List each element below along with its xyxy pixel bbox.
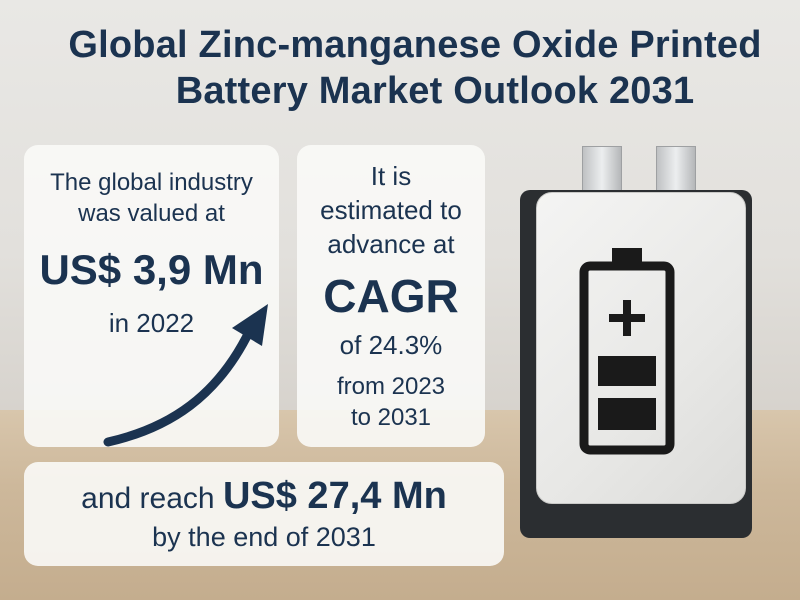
market-value-intro-line-1: The global industry [50,169,253,196]
market-value-intro: The global industry was valued at [24,167,279,229]
forecast-suffix: by the end of 2031 [152,522,376,552]
page-title: Global Zinc-manganese Oxide Printed Batt… [0,22,800,114]
cagr-intro: It is estimated to advance at [297,159,485,261]
growth-arrow-icon [103,304,268,447]
cagr-rate: of 24.3% [339,330,443,360]
battery-level-icon [579,248,675,455]
cagr-intro-line-3: advance at [327,229,455,259]
cagr-period-start: from 2023 [336,373,446,400]
forecast-prefix: and reach [81,482,215,515]
title-line-2: Battery Market Outlook 2031 [175,70,695,112]
market-value-2022: US$ 3,9 Mn [39,246,264,293]
market-value-card: The global industry was valued at US$ 3,… [24,145,279,447]
market-value-year: in 2022 [108,308,195,338]
cagr-card: It is estimated to advance at CAGR of 24… [297,145,485,447]
battery-illustration [510,140,760,540]
forecast-value: US$ 27,4 Mn [222,475,447,517]
market-value-intro-line-2: was valued at [78,200,225,227]
forecast-card: and reach US$ 27,4 Mn by the end of 2031 [24,462,504,566]
cagr-intro-line-2: estimated to [320,195,462,225]
cagr-period: from 2023 to 2031 [297,371,485,433]
title-line-1: Global Zinc-manganese Oxide Printed [68,24,762,66]
cagr-intro-line-1: It is [370,161,412,191]
forecast-line: and reach US$ 27,4 Mn [24,476,504,519]
cagr-label: CAGR [323,270,459,322]
cagr-period-end: to 2031 [350,404,432,431]
